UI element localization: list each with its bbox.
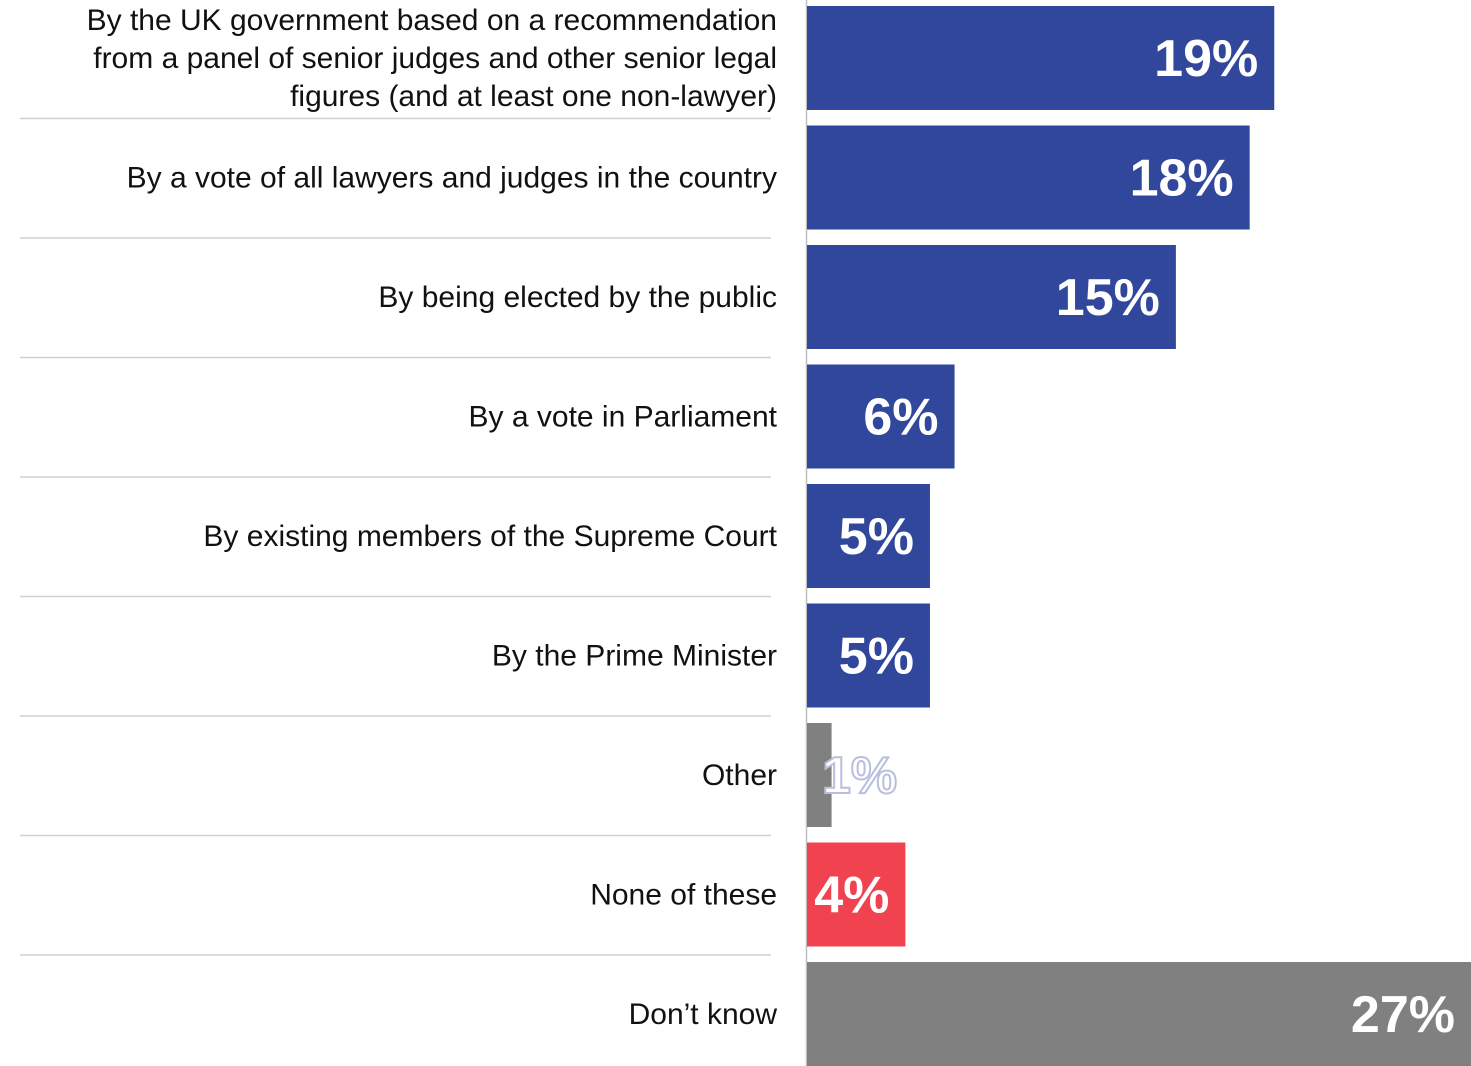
- value-label: 19%: [1154, 30, 1258, 88]
- value-label: 18%: [1130, 150, 1234, 208]
- bar: [807, 962, 1471, 1066]
- bar: [807, 6, 1275, 110]
- bar: [807, 484, 930, 588]
- category-label: By a vote of all lawyers and judges in t…: [127, 162, 777, 195]
- bar: [807, 125, 1250, 230]
- category-label: Don’t know: [629, 998, 778, 1031]
- bar: [807, 245, 1176, 349]
- category-label: By the UK government based on a recommen…: [87, 4, 777, 113]
- value-label: 4%: [814, 867, 889, 925]
- category-label: By a vote in Parliament: [469, 401, 778, 434]
- category-label: Other: [702, 759, 777, 792]
- bar: [807, 364, 955, 469]
- value-label: 1%: [822, 747, 897, 805]
- value-label: 15%: [1056, 269, 1160, 327]
- category-label: By being elected by the public: [378, 281, 777, 314]
- value-label: 5%: [839, 628, 914, 686]
- bar: [807, 603, 930, 708]
- value-label: 5%: [839, 508, 914, 566]
- category-label: By existing members of the Supreme Court: [203, 520, 777, 553]
- value-label: 27%: [1351, 986, 1455, 1044]
- bar: [807, 842, 906, 947]
- category-label: By the Prime Minister: [492, 640, 777, 673]
- bar: [807, 723, 832, 827]
- category-label: None of these: [590, 879, 777, 912]
- value-label: 6%: [863, 389, 938, 447]
